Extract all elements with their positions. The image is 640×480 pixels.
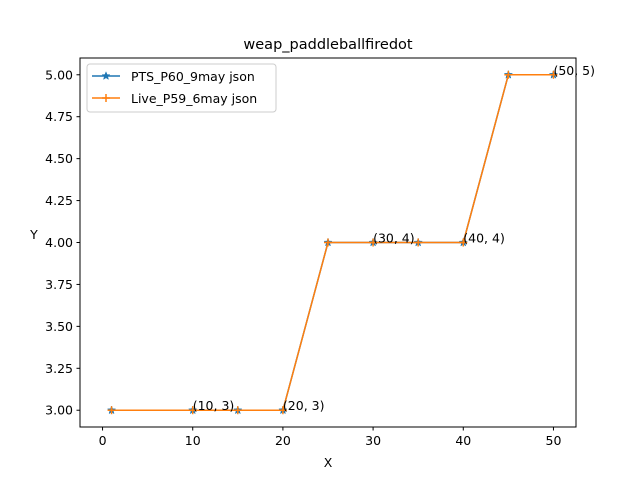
legend: PTS_P60_9may json Live_P59_6may json <box>86 63 277 113</box>
data-point <box>324 238 332 247</box>
legend-marker <box>102 94 110 102</box>
data-point <box>504 70 513 79</box>
data-point <box>414 238 423 247</box>
y-tick-label: 5.00 <box>45 67 73 82</box>
y-tick-label: 4.75 <box>45 109 73 124</box>
y-tick-label: 4.25 <box>45 193 73 208</box>
legend-marker <box>101 71 111 80</box>
series-1 <box>107 70 558 415</box>
legend-marker-live <box>102 94 110 102</box>
data-point <box>188 406 197 415</box>
annotation-layer: (10, 3) (20, 3) (30, 4) (40, 4) (50, 5) <box>193 63 595 413</box>
y-tick-label: 3.50 <box>45 319 73 334</box>
legend-box <box>86 63 277 113</box>
point-annotation: (50, 5) <box>553 63 595 78</box>
y-tick-label: 3.00 <box>45 403 73 418</box>
point-annotation: (30, 4) <box>373 231 415 246</box>
y-axis-label: Y <box>29 227 38 242</box>
legend-label-live: Live_P59_6may json <box>131 91 257 106</box>
x-tick-label: 50 <box>546 433 562 448</box>
legend-marker-pts <box>101 71 111 80</box>
y-tick-label: 3.75 <box>45 277 73 292</box>
y-tick-label: 3.25 <box>45 361 73 376</box>
point-annotation: (10, 3) <box>193 398 235 413</box>
x-tick-label: 20 <box>275 433 291 448</box>
data-point <box>233 406 242 415</box>
x-axis: 0 10 20 30 40 50 <box>99 427 562 448</box>
x-axis-label: X <box>324 455 333 470</box>
data-point <box>278 406 287 415</box>
series-layer <box>106 69 559 415</box>
y-axis: 3.00 3.25 3.50 3.75 4.00 4.25 4.50 4.75 5.00 <box>45 67 80 418</box>
legend-label-pts: PTS_P60_9may json <box>131 69 255 84</box>
y-tick-label: 4.50 <box>45 151 73 166</box>
x-tick-label: 0 <box>99 433 107 448</box>
data-point <box>459 238 468 247</box>
series-line <box>111 74 554 411</box>
y-tick-label: 4.00 <box>45 235 73 250</box>
x-tick-label: 30 <box>365 433 381 448</box>
x-tick-label: 40 <box>455 433 471 448</box>
x-tick-label: 10 <box>185 433 201 448</box>
point-annotation: (20, 3) <box>283 398 325 413</box>
data-point <box>549 70 558 79</box>
data-point <box>107 406 116 415</box>
data-point <box>369 238 378 247</box>
point-annotation: (40, 4) <box>463 231 505 246</box>
chart-title: weap_paddleballfiredot <box>243 37 412 53</box>
